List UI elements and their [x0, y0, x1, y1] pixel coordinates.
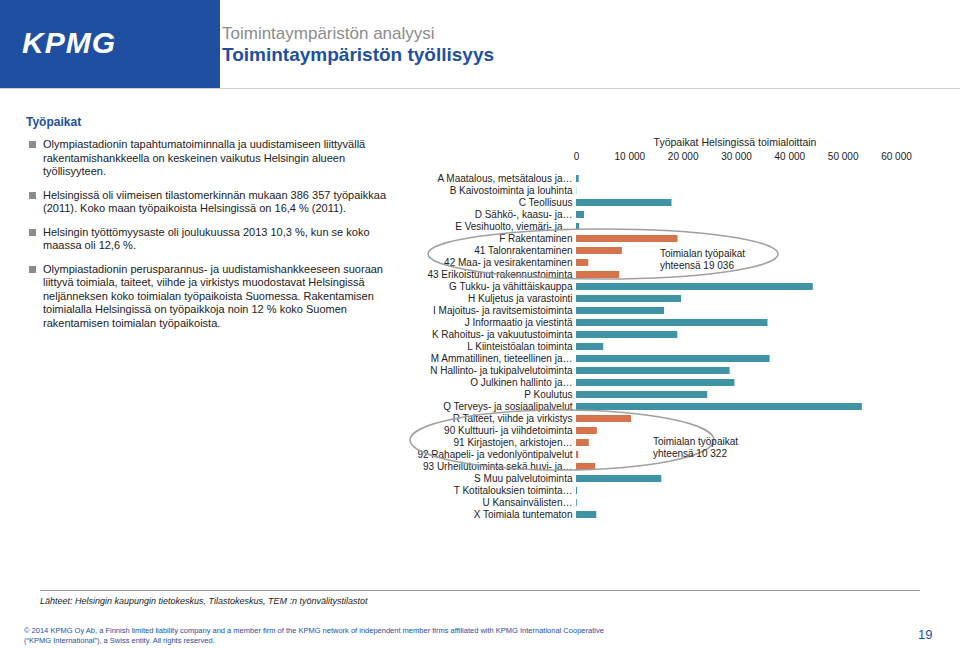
- html-text:Toimintaympäristön analyysi: Toimintaympäristön analyysi: [222, 24, 435, 43]
- svg-text:60 000: 60 000: [881, 151, 912, 162]
- html-text:Olympiastadionin tapahtumatoim: Olympiastadionin tapahtumatoiminnalla ja…: [43, 138, 366, 177]
- svg-text:90 Kulttuuri- ja viihdetoimint: 90 Kulttuuri- ja viihdetoiminta: [444, 425, 573, 436]
- svg-text:J Informaatio ja viestintä: J Informaatio ja viestintä: [465, 317, 573, 328]
- html-text:Olympiastadionin perusparannus: Olympiastadionin perusparannus- ja uudis…: [43, 262, 383, 329]
- svg-text:10 000: 10 000: [615, 151, 646, 162]
- svg-text:O Julkinen hallinto ja…: O Julkinen hallinto ja…: [470, 377, 572, 388]
- html-text:Työpaikat Helsingissä toimialo: Työpaikat Helsingissä toimialoittain: [653, 136, 817, 148]
- svg-text:A Maatalous, metsätalous ja…: A Maatalous, metsätalous ja…: [437, 173, 572, 184]
- svg-text:91 Kirjastojen, arkistojen…: 91 Kirjastojen, arkistojen…: [454, 437, 573, 448]
- html-text:Helsingin työttömyysaste oli j: Helsingin työttömyysaste oli joulukuussa…: [43, 225, 370, 251]
- svg-text:C Teollisuus: C Teollisuus: [519, 197, 573, 208]
- svg-text:G Tukku- ja vähittäiskauppa: G Tukku- ja vähittäiskauppa: [449, 281, 573, 292]
- svg-text:42 Maa- ja vesirakentaminen: 42 Maa- ja vesirakentaminen: [444, 257, 572, 268]
- svg-text:B Kaivostoiminta ja louhinta: B Kaivostoiminta ja louhinta: [450, 185, 573, 196]
- html-text:Toimintaympäristön työllisyys: Toimintaympäristön työllisyys: [222, 44, 495, 65]
- svg-text:30 000: 30 000: [721, 151, 752, 162]
- svg-text:L Kiinteistöalan toiminta: L Kiinteistöalan toiminta: [467, 341, 573, 352]
- html-text:19: 19: [918, 627, 933, 642]
- html-text:Toimialan työpaikat: Toimialan työpaikat: [660, 248, 745, 259]
- html-text:© 2014 KPMG Oy Ab, a Finnish l: © 2014 KPMG Oy Ab, a Finnish limited lia…: [24, 626, 604, 635]
- svg-text:N Hallinto- ja tukipalvelutoim: N Hallinto- ja tukipalvelutoiminta: [430, 365, 573, 376]
- svg-text:I Majoitus- ja ravitsemistoimi: I Majoitus- ja ravitsemistoiminta: [433, 305, 573, 316]
- svg-text:20 000: 20 000: [668, 151, 699, 162]
- html-text:Helsingissä oli viimeisen tila: Helsingissä oli viimeisen tilastomerkinn…: [43, 188, 386, 214]
- svg-text:M Ammatillinen, tieteellinen j: M Ammatillinen, tieteellinen ja…: [431, 353, 573, 364]
- html-text:KPMG: KPMG: [22, 26, 116, 59]
- svg-text:S Muu palvelutoiminta: S Muu palvelutoiminta: [474, 473, 573, 484]
- html-text:Lähteet: Helsingin kaupungin t: Lähteet: Helsingin kaupungin tietokeskus…: [40, 596, 368, 606]
- svg-text:92 Rahapeli- ja vedonlyöntipal: 92 Rahapeli- ja vedonlyöntipalvelut: [417, 449, 572, 460]
- svg-text:0: 0: [574, 151, 580, 162]
- html-text:yhteensä 19 036: yhteensä 19 036: [660, 260, 734, 271]
- svg-text:41 Talonrakentaminen: 41 Talonrakentaminen: [474, 245, 572, 256]
- svg-text:F Rakentaminen: F Rakentaminen: [499, 233, 572, 244]
- svg-text:K Rahoitus- ja vakuutustoimint: K Rahoitus- ja vakuutustoiminta: [432, 329, 573, 340]
- svg-text:P Koulutus: P Koulutus: [524, 389, 572, 400]
- svg-text:43 Erikoistunut rakennustoimin: 43 Erikoistunut rakennustoiminta: [427, 269, 573, 280]
- svg-text:40 000: 40 000: [775, 151, 806, 162]
- html-text:Toimialan työpaikat: Toimialan työpaikat: [653, 436, 738, 447]
- html-text:Työpaikat: Työpaikat: [26, 115, 82, 129]
- svg-text:R Taiteet, viihde ja virkistys: R Taiteet, viihde ja virkistys: [453, 413, 573, 424]
- svg-text:E Vesihuolto, viemäri- ja…: E Vesihuolto, viemäri- ja…: [455, 221, 572, 232]
- svg-text:50 000: 50 000: [828, 151, 859, 162]
- svg-text:93 Urheilutoiminta sekä huvi-: 93 Urheilutoiminta sekä huvi- ja…: [423, 461, 573, 472]
- html-text:yhteensä 10 322: yhteensä 10 322: [653, 448, 727, 459]
- svg-text:X Toimiala tuntematon: X Toimiala tuntematon: [474, 509, 573, 520]
- svg-text:D Sähkö-, kaasu- ja…: D Sähkö-, kaasu- ja…: [475, 209, 573, 220]
- svg-text:T Kotitalouksien toiminta…: T Kotitalouksien toiminta…: [454, 485, 573, 496]
- html-text:(“KPMG International”), a Swis: (“KPMG International”), a Swiss entity. …: [24, 636, 215, 645]
- svg-text:H Kuljetus ja varastointi: H Kuljetus ja varastointi: [468, 293, 573, 304]
- svg-text:Q Terveys- ja sosiaalipalvelut: Q Terveys- ja sosiaalipalvelut: [443, 401, 573, 412]
- svg-text:U Kansainvälisten…: U Kansainvälisten…: [482, 497, 572, 508]
